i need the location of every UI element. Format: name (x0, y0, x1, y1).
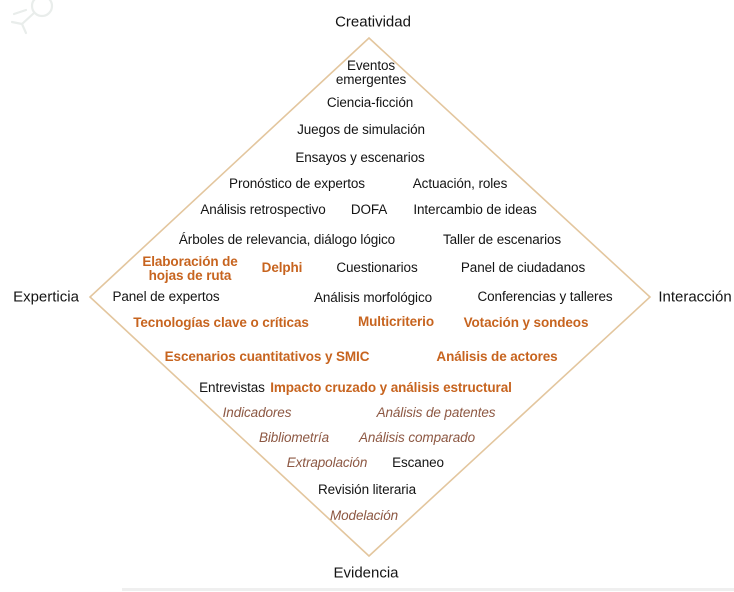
method-label: Elaboración de hojas de ruta (142, 253, 238, 283)
method-label: Análisis de patentes (376, 404, 496, 420)
method-label: Delphi (261, 259, 303, 275)
axis-label-evidence: Evidencia (333, 564, 399, 582)
method-label: Panel de expertos (112, 288, 220, 304)
method-label: Indicadores (222, 404, 292, 420)
method-label: Revisión literaria (318, 481, 416, 497)
method-label: Impacto cruzado y análisis estructural (270, 379, 512, 395)
diamond-border (88, 36, 652, 558)
method-label: Análisis de actores (436, 348, 558, 364)
method-label: Eventos emergentes (335, 57, 407, 87)
method-label: Modelación (329, 507, 399, 523)
method-label: Extrapolación (286, 454, 368, 470)
method-label: Análisis comparado (358, 429, 476, 445)
method-label: Cuestionarios (336, 259, 418, 275)
method-label: Juegos de simulación (297, 121, 425, 137)
method-label: Análisis morfológico (313, 289, 433, 305)
method-label: Votación y sondeos (463, 314, 589, 330)
method-label: DOFA (350, 201, 388, 217)
method-label: Multicriterio (358, 313, 434, 329)
method-label: Árboles de relevancia, diálogo lógico (178, 231, 396, 247)
method-label: Pronóstico de expertos (229, 175, 365, 191)
method-label: Análisis retrospectivo (200, 201, 326, 217)
axis-label-interaction: Interacción (658, 288, 732, 306)
method-label: Tecnologías clave o críticas (133, 314, 309, 330)
method-label: Actuación, roles (412, 175, 508, 191)
method-label: Taller de escenarios (442, 231, 562, 247)
method-label: Bibliometría (258, 429, 330, 445)
method-label: Escenarios cuantitativos y SMIC (164, 348, 370, 364)
axis-label-expertise: Experticia (13, 288, 79, 306)
method-label: Escaneo (392, 454, 444, 470)
watermark-glyph (10, 0, 54, 35)
method-label: Intercambio de ideas (413, 201, 537, 217)
method-label: Ensayos y escenarios (295, 149, 425, 165)
method-label: Ciencia-ficción (326, 94, 414, 110)
axis-label-creativity: Creatividad (335, 13, 411, 31)
method-label: Panel de ciudadanos (460, 259, 586, 275)
bottom-edge-artifact (122, 588, 734, 591)
method-label: Entrevistas (199, 379, 265, 395)
method-label: Conferencias y talleres (477, 288, 613, 304)
